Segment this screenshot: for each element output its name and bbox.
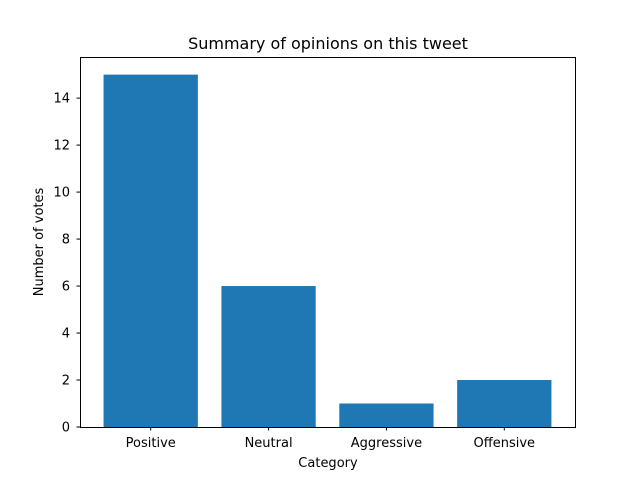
y-axis-ticks: 0 2 4 6 8 10 12 14 <box>53 92 80 436</box>
bar-offensive <box>457 380 552 427</box>
x-axis-label: Category <box>298 456 358 471</box>
y-tick-label: 2 <box>62 374 70 389</box>
x-axis-ticks: Positive Neutral Aggressive Offensive <box>126 427 535 451</box>
x-tick-label: Offensive <box>474 436 536 451</box>
x-tick-label: Neutral <box>245 436 293 451</box>
y-tick-label: 4 <box>62 327 70 342</box>
y-tick-label: 14 <box>53 92 70 107</box>
y-tick-label: 6 <box>62 280 70 295</box>
y-tick-label: 0 <box>62 421 70 436</box>
bars-group <box>103 74 552 427</box>
y-axis-label: Number of votes <box>32 188 47 297</box>
x-tick-label: Positive <box>126 436 176 451</box>
y-tick-label: 10 <box>53 186 70 201</box>
y-tick-label: 12 <box>53 139 70 154</box>
bar-aggressive <box>339 403 434 427</box>
plot-frame <box>80 57 576 428</box>
y-tick-label: 8 <box>62 233 70 248</box>
bar-positive <box>103 74 198 427</box>
x-tick-label: Aggressive <box>351 436 422 451</box>
chart-title: Summary of opinions on this tweet <box>188 34 468 53</box>
bar-neutral <box>221 286 316 427</box>
